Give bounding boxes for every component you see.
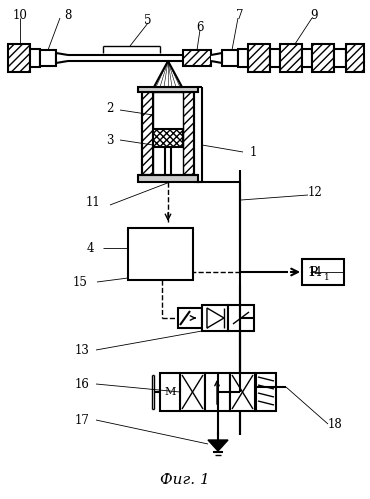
Text: 5: 5 <box>144 13 152 26</box>
Text: 10: 10 <box>13 8 27 21</box>
Bar <box>138 87 198 92</box>
Text: 18: 18 <box>327 418 342 431</box>
Text: 4: 4 <box>86 242 94 254</box>
Text: 12: 12 <box>307 186 322 199</box>
Bar <box>205 373 230 411</box>
Bar <box>30 49 40 67</box>
Bar <box>153 129 183 147</box>
Bar <box>256 373 276 411</box>
Bar <box>202 305 228 331</box>
Bar <box>280 44 302 72</box>
Bar <box>40 50 56 66</box>
Bar <box>270 49 280 67</box>
Bar <box>238 49 248 67</box>
Text: 7: 7 <box>236 8 244 21</box>
Polygon shape <box>208 440 228 451</box>
Bar <box>138 175 198 182</box>
Text: 6: 6 <box>196 20 204 33</box>
Text: 14: 14 <box>307 265 322 278</box>
Text: 2: 2 <box>106 101 114 114</box>
Bar <box>142 92 194 175</box>
Bar <box>334 49 346 67</box>
Text: 9: 9 <box>310 8 318 21</box>
Text: 3: 3 <box>106 134 114 147</box>
Text: Фиг. 1: Фиг. 1 <box>160 473 210 487</box>
Bar <box>8 44 30 72</box>
Bar <box>178 308 202 328</box>
Text: 1: 1 <box>324 273 330 282</box>
Text: 17: 17 <box>75 414 90 427</box>
Polygon shape <box>56 53 68 63</box>
Polygon shape <box>154 61 182 87</box>
Text: 13: 13 <box>75 343 90 356</box>
Text: 8: 8 <box>64 8 72 21</box>
Bar <box>183 92 194 175</box>
Bar <box>183 50 211 66</box>
Bar <box>128 228 193 280</box>
Bar <box>230 373 255 411</box>
Bar <box>228 305 254 331</box>
Text: 11: 11 <box>85 196 100 209</box>
Text: 1: 1 <box>249 146 257 159</box>
Polygon shape <box>211 53 222 63</box>
Bar <box>222 50 238 66</box>
Bar <box>160 373 180 411</box>
Bar <box>302 259 344 285</box>
Bar <box>180 373 205 411</box>
Bar <box>346 44 364 72</box>
Text: M: M <box>164 387 176 397</box>
Text: 16: 16 <box>75 378 90 391</box>
Bar <box>142 92 153 175</box>
Bar <box>312 44 334 72</box>
Bar <box>248 44 270 72</box>
Polygon shape <box>207 308 224 328</box>
Bar <box>153 92 183 175</box>
Text: 15: 15 <box>73 275 87 288</box>
Text: P: P <box>309 266 317 279</box>
Bar <box>302 49 312 67</box>
